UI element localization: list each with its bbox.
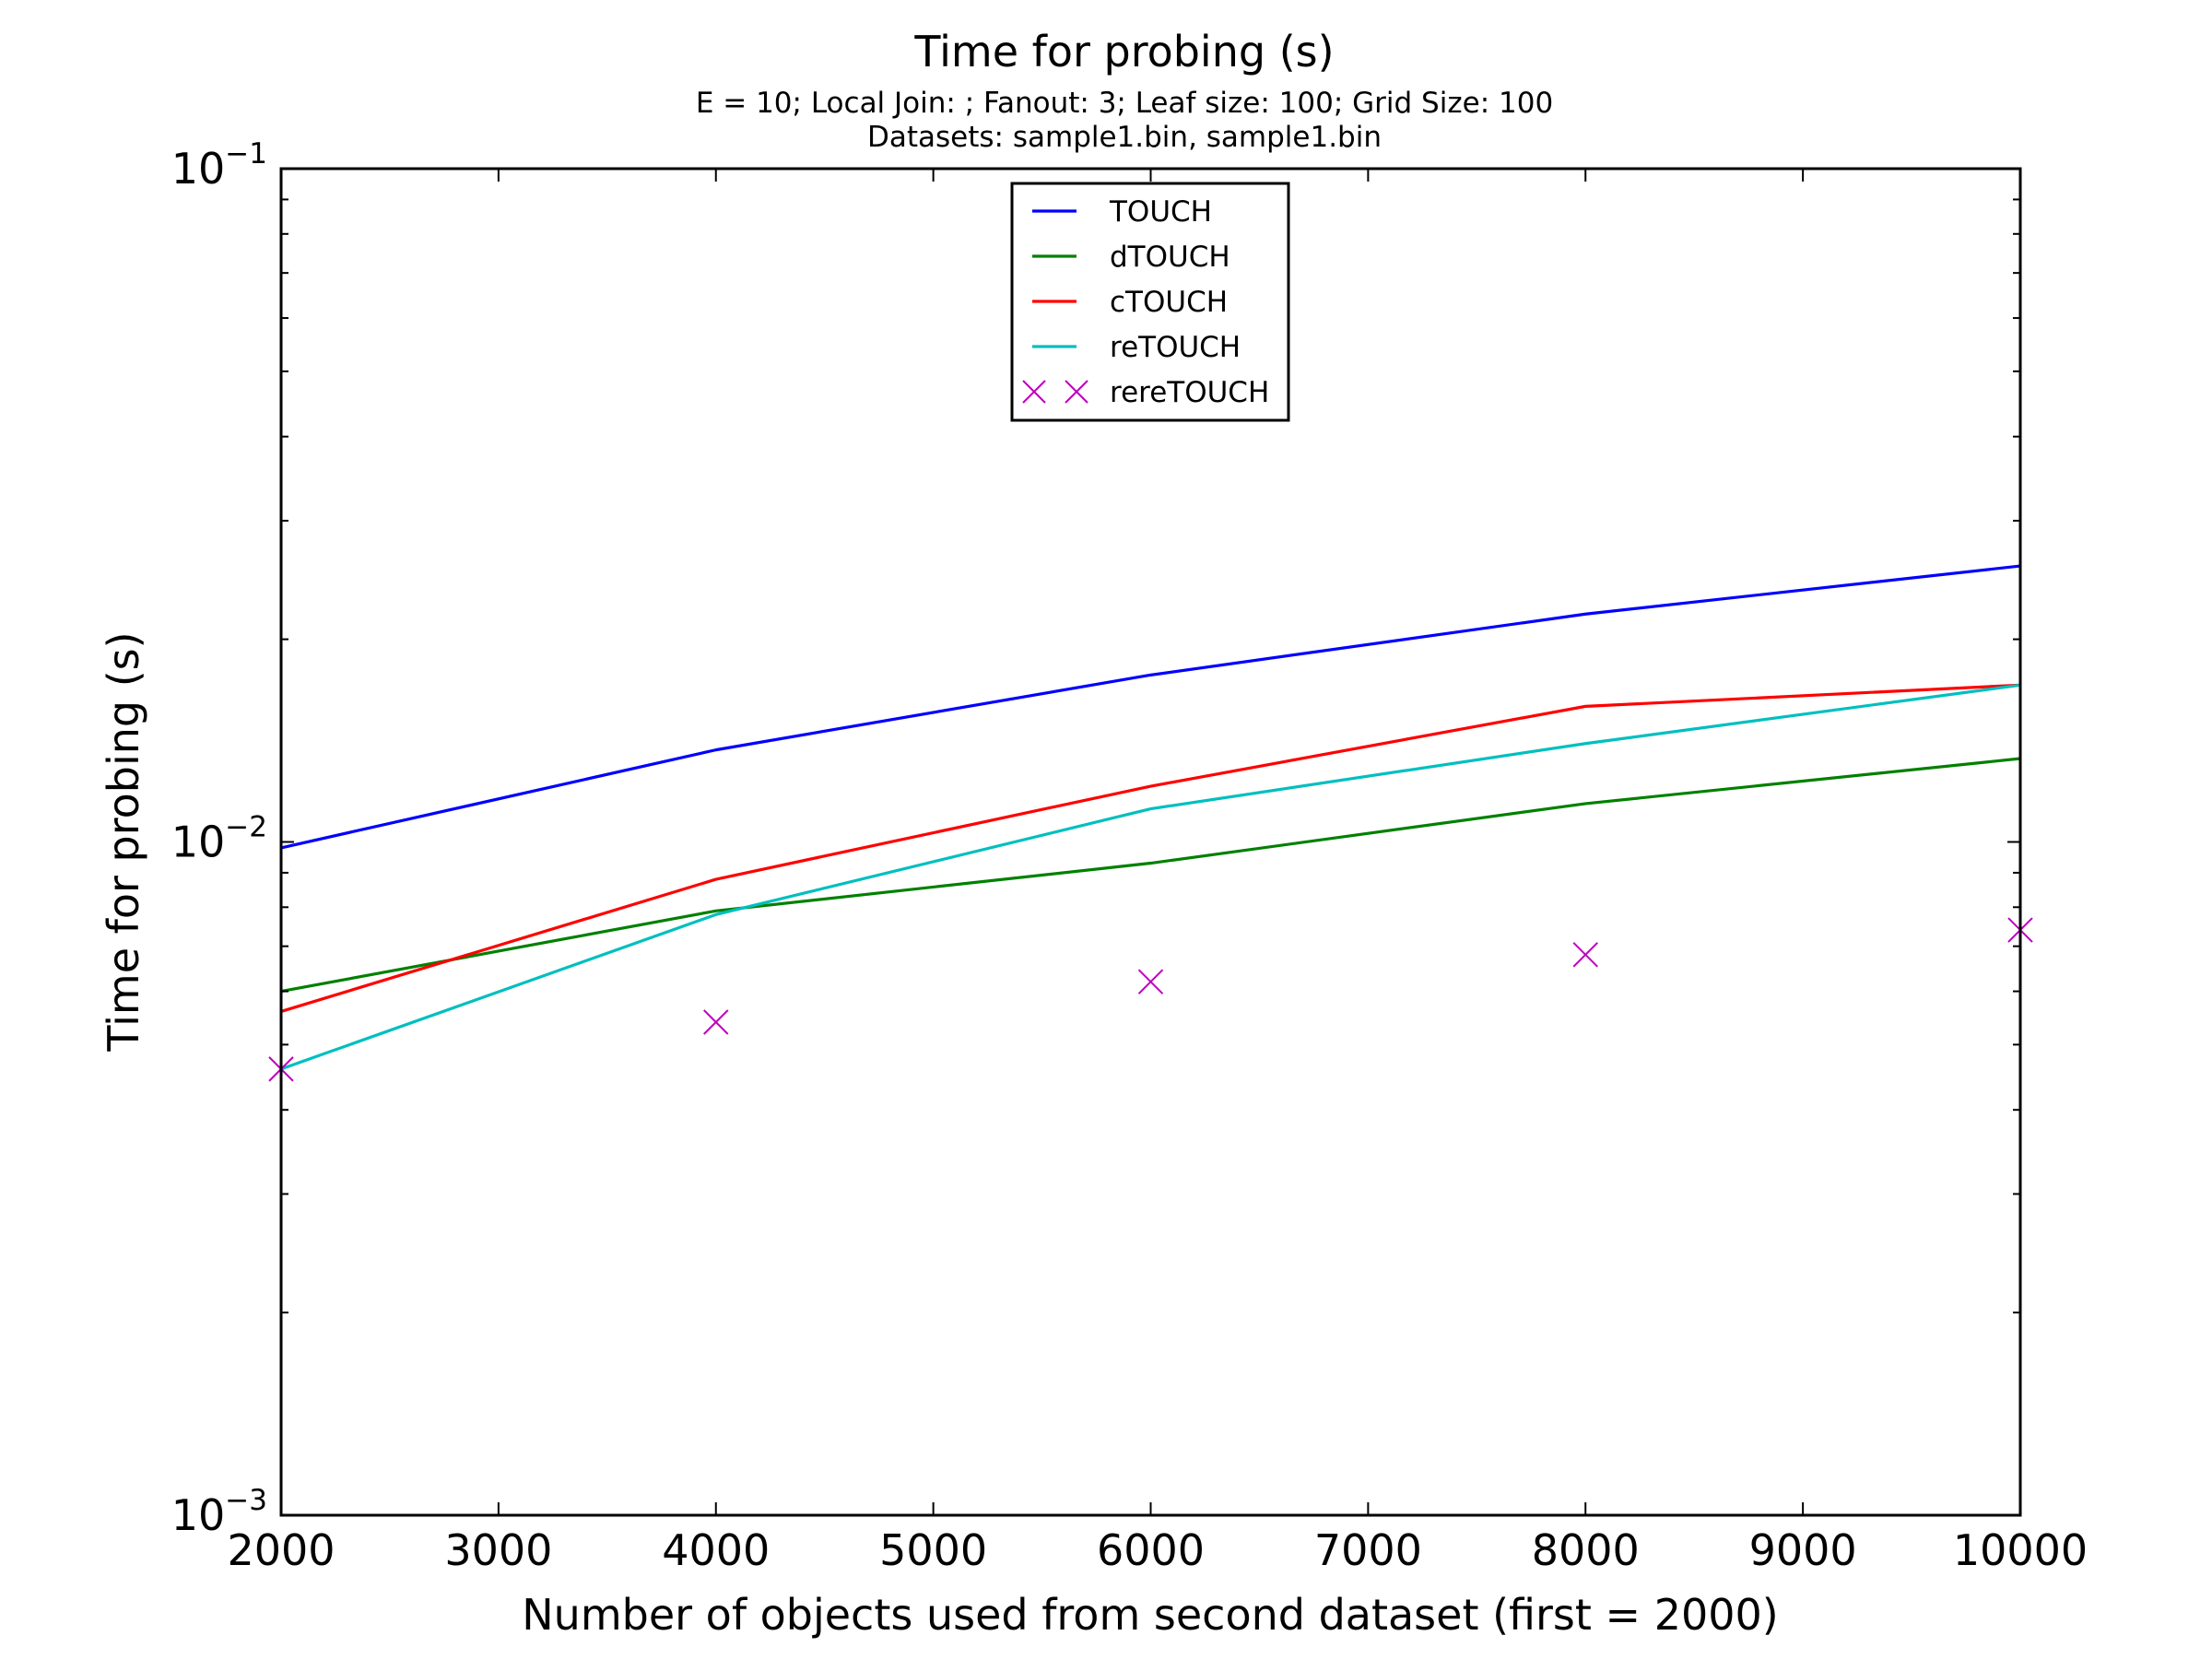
legend: TOUCH dTOUCH cTOUCH reTOUCH rereTOUCH — [1010, 182, 1290, 422]
chart-subtitle-line-1: E = 10; Local Join: ; Fanout: 3; Leaf si… — [696, 87, 1553, 120]
x-tick-label: 2000 — [227, 1525, 335, 1575]
point-marker-reretouch — [1572, 942, 1598, 968]
legend-marker — [1065, 380, 1088, 404]
x-tick-label: 7000 — [1314, 1525, 1422, 1575]
y-tick-exponent: −3 — [225, 1484, 267, 1517]
marker-stroke — [1137, 969, 1164, 994]
x-tick-label: 6000 — [1097, 1525, 1205, 1575]
point-marker-reretouch — [703, 1009, 729, 1035]
point-marker-reretouch — [1137, 969, 1164, 994]
series-line-ctouch — [280, 683, 2021, 1013]
legend-label: rereTOUCH — [1110, 376, 1269, 409]
legend-label: reTOUCH — [1110, 331, 1241, 364]
y-tick-label: 10−2 — [171, 811, 267, 867]
y-tick-base: 10 — [171, 144, 226, 194]
marker-stroke — [1572, 942, 1598, 968]
chart-title: Time for probing (s) — [913, 27, 1334, 76]
y-tick-exponent: −1 — [225, 137, 267, 171]
series-line-retouch — [280, 683, 2021, 1071]
y-tick-exponent: −2 — [225, 811, 267, 844]
plot-area — [268, 564, 2033, 1082]
x-tick-label: 8000 — [1532, 1525, 1640, 1575]
x-axis: 2000 3000 4000 5000 6000 7000 8000 9000 10000 — [227, 169, 2088, 1575]
legend-item-ctouch: cTOUCH — [1032, 286, 1228, 319]
y-tick-label: 10−3 — [171, 1484, 267, 1540]
legend-label: cTOUCH — [1110, 286, 1228, 319]
y-axis-label: Time for probing (s) — [99, 631, 148, 1052]
x-tick-label: 9000 — [1749, 1525, 1857, 1575]
chart-subtitle-line-2: Datasets: sample1.bin, sample1.bin — [867, 121, 1382, 154]
series-line-dtouch — [280, 757, 2021, 994]
y-tick-base: 10 — [171, 818, 226, 867]
legend-label: TOUCH — [1109, 195, 1212, 229]
y-tick-label: 10−1 — [171, 137, 267, 194]
x-tick-label: 3000 — [444, 1525, 552, 1575]
legend-label: dTOUCH — [1110, 241, 1230, 274]
legend-item-touch: TOUCH — [1032, 195, 1212, 229]
x-axis-label: Number of objects used from second datas… — [522, 1590, 1778, 1640]
series-line-touch — [280, 564, 2021, 850]
legend-item-dtouch: dTOUCH — [1032, 241, 1230, 274]
y-axis: 10−110−210−3 — [171, 137, 2020, 1540]
x-tick-label: 10000 — [1953, 1525, 2088, 1575]
legend-item-reretouch: rereTOUCH — [1022, 376, 1269, 409]
x-tick-label: 5000 — [879, 1525, 987, 1575]
marker-stroke — [703, 1009, 729, 1035]
legend-item-retouch: reTOUCH — [1032, 331, 1241, 364]
x-tick-label: 4000 — [662, 1525, 770, 1575]
legend-marker — [1022, 380, 1046, 404]
y-tick-base: 10 — [171, 1490, 226, 1540]
